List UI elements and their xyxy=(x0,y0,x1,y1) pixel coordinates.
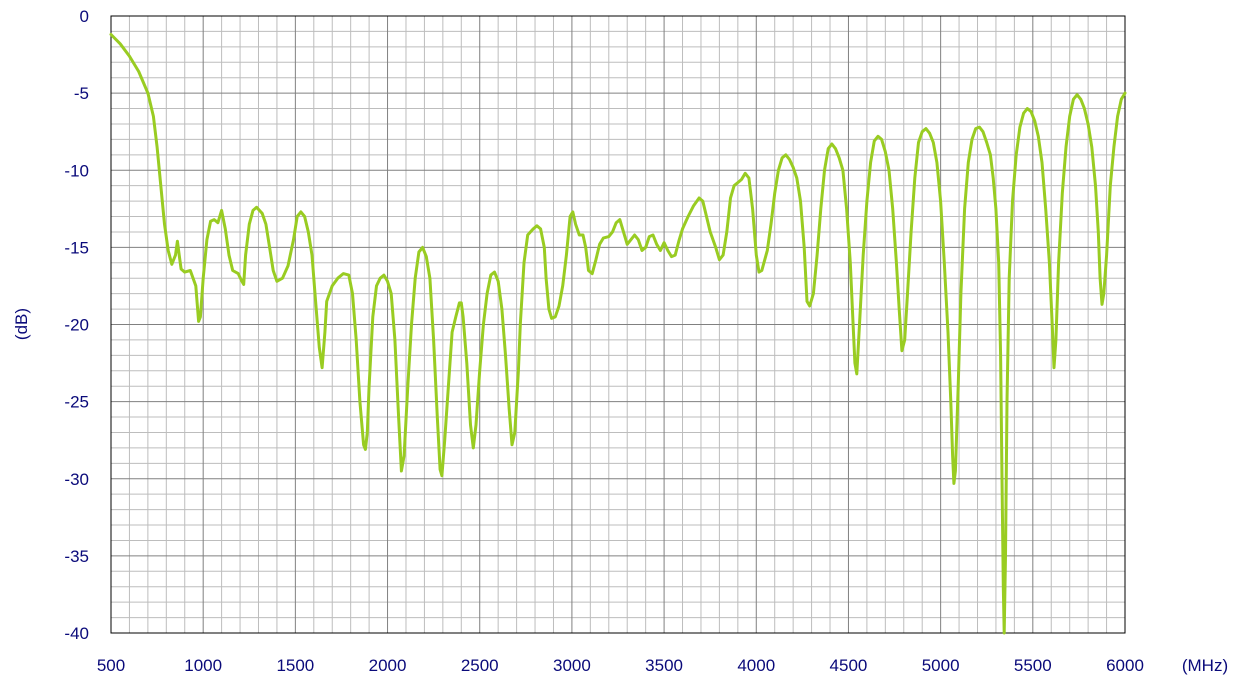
x-tick-label: 500 xyxy=(97,656,125,675)
y-tick-label: -40 xyxy=(64,624,89,643)
y-tick-label: -10 xyxy=(64,161,89,180)
x-axis-label: (MHz) xyxy=(1182,656,1228,675)
series-line xyxy=(109,33,1127,635)
x-tick-label: 2500 xyxy=(461,656,499,675)
x-tick-label: 3500 xyxy=(645,656,683,675)
y-tick-label: -5 xyxy=(74,84,89,103)
x-tick-label: 6000 xyxy=(1106,656,1144,675)
y-tick-label: -30 xyxy=(64,470,89,489)
x-tick-label: 4500 xyxy=(830,656,868,675)
x-tick-label: 1000 xyxy=(184,656,222,675)
y-tick-label: -25 xyxy=(64,393,89,412)
y-tick-label: -20 xyxy=(64,316,89,335)
x-tick-label: 5500 xyxy=(1014,656,1052,675)
x-tick-label: 3000 xyxy=(553,656,591,675)
x-axis-tick-labels: 500 1000 1500 2000 2500 3000 3500 4000 4500 5000 5… xyxy=(97,656,1144,675)
series-layer xyxy=(109,33,1127,635)
x-tick-label: 5000 xyxy=(922,656,960,675)
y-tick-label: -35 xyxy=(64,547,89,566)
plot-area-frame xyxy=(110,15,1126,634)
x-tick-label: 4000 xyxy=(737,656,775,675)
y-tick-label: -15 xyxy=(64,238,89,257)
x-tick-label: 1500 xyxy=(276,656,314,675)
y-axis-label: (dB) xyxy=(12,308,31,340)
y-axis-tick-labels: 0 -5 -10 -15 -20 -25 -30 -35 -40 xyxy=(64,7,89,643)
y-tick-label: 0 xyxy=(80,7,89,26)
major-gridlines xyxy=(111,16,1125,633)
x-tick-label: 2000 xyxy=(369,656,407,675)
